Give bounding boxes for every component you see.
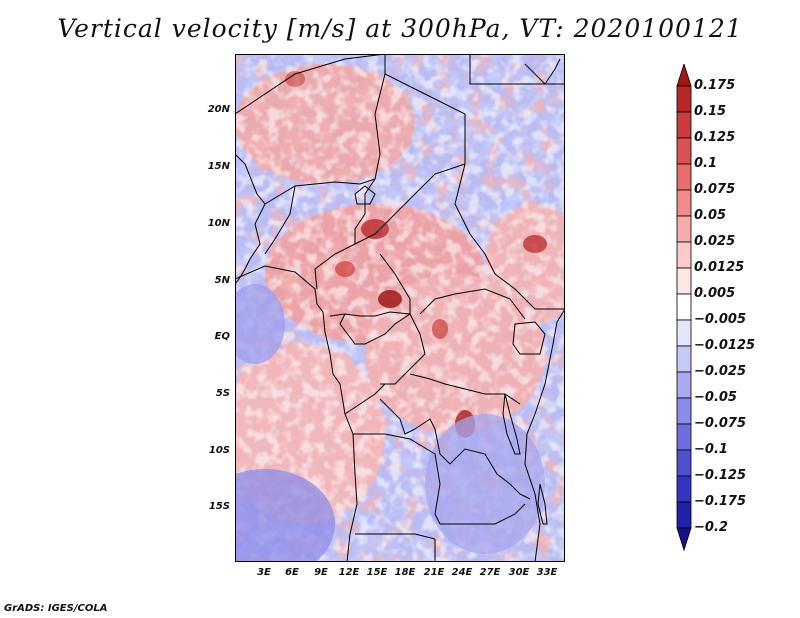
colorbar-level-label: 0.025 bbox=[694, 234, 736, 249]
colorbar-swatch bbox=[676, 475, 692, 503]
colorbar-swatch bbox=[676, 111, 692, 139]
colorbar-swatch bbox=[676, 241, 692, 269]
colorbar-level-label: 0.05 bbox=[694, 208, 727, 223]
colorbar-level-label: 0.15 bbox=[694, 104, 727, 119]
lat-label-20n: 20N bbox=[207, 104, 230, 115]
map-frame bbox=[235, 54, 565, 562]
lon-label-24e: 24E bbox=[451, 567, 473, 578]
colorbar-level-label: 0.075 bbox=[694, 182, 736, 197]
colorbar-arrow-bottom bbox=[676, 527, 692, 552]
lat-label-15n: 15N bbox=[207, 161, 230, 172]
colorbar-level-label: −0.2 bbox=[694, 520, 728, 535]
colorbar-level-label: −0.005 bbox=[694, 312, 747, 327]
colorbar-swatch bbox=[676, 449, 692, 477]
colorbar-level-label: −0.025 bbox=[694, 364, 747, 379]
colorbar-swatch bbox=[676, 397, 692, 425]
lon-label-21e: 21E bbox=[423, 567, 445, 578]
colorbar-swatch bbox=[676, 267, 692, 295]
lon-label-30e: 30E bbox=[508, 567, 530, 578]
colorbar-level-label: −0.05 bbox=[694, 390, 737, 405]
lat-label-15s: 15S bbox=[208, 501, 230, 512]
map-plot-area bbox=[235, 54, 565, 562]
colorbar-level-label: −0.1 bbox=[694, 442, 728, 457]
colorbar bbox=[676, 64, 692, 552]
lon-label-12e: 12E bbox=[338, 567, 360, 578]
lat-label-10n: 10N bbox=[207, 218, 230, 229]
coastlines-and-borders bbox=[235, 54, 565, 562]
lon-label-3e: 3E bbox=[257, 567, 271, 578]
colorbar-level-label: 0.1 bbox=[694, 156, 718, 171]
lon-label-9e: 9E bbox=[314, 567, 328, 578]
colorbar-swatch bbox=[676, 137, 692, 165]
lat-label-eq: EQ bbox=[214, 331, 230, 342]
colorbar-level-label: 0.005 bbox=[694, 286, 736, 301]
lon-label-15e: 15E bbox=[366, 567, 388, 578]
colorbar-swatch bbox=[676, 319, 692, 347]
colorbar-level-label: −0.125 bbox=[694, 468, 747, 483]
colorbar-level-label: 0.0125 bbox=[694, 260, 745, 275]
footer-credit: GrADS: IGES/COLA bbox=[4, 603, 108, 614]
colorbar-swatch bbox=[676, 345, 692, 373]
colorbar-arrow-top bbox=[676, 64, 692, 87]
field-strong-cores bbox=[285, 71, 547, 438]
colorbar-level-label: −0.175 bbox=[694, 494, 747, 509]
lon-label-33e: 33E bbox=[536, 567, 558, 578]
colorbar-swatch bbox=[676, 293, 692, 321]
colorbar-swatch bbox=[676, 423, 692, 451]
colorbar-swatch bbox=[676, 215, 692, 243]
lat-label-5s: 5S bbox=[215, 388, 230, 399]
colorbar-swatch bbox=[676, 189, 692, 217]
colorbar-swatch bbox=[676, 501, 692, 529]
lon-label-6e: 6E bbox=[285, 567, 299, 578]
lon-label-27e: 27E bbox=[479, 567, 501, 578]
colorbar-level-label: 0.125 bbox=[694, 130, 736, 145]
colorbar-swatch bbox=[676, 163, 692, 191]
colorbar-swatch bbox=[676, 85, 692, 113]
chart-title: Vertical velocity [m/s] at 300hPa, VT: 2… bbox=[57, 14, 743, 43]
map-canvas bbox=[235, 54, 565, 562]
lat-label-10s: 10S bbox=[208, 445, 230, 456]
colorbar-level-label: −0.075 bbox=[694, 416, 747, 431]
colorbar-level-label: −0.0125 bbox=[694, 338, 756, 353]
colorbar-level-label: 0.175 bbox=[694, 78, 736, 93]
lon-label-18e: 18E bbox=[394, 567, 416, 578]
field-negative-regions bbox=[235, 284, 545, 562]
colorbar-swatch bbox=[676, 371, 692, 399]
lat-label-5n: 5N bbox=[214, 275, 230, 286]
